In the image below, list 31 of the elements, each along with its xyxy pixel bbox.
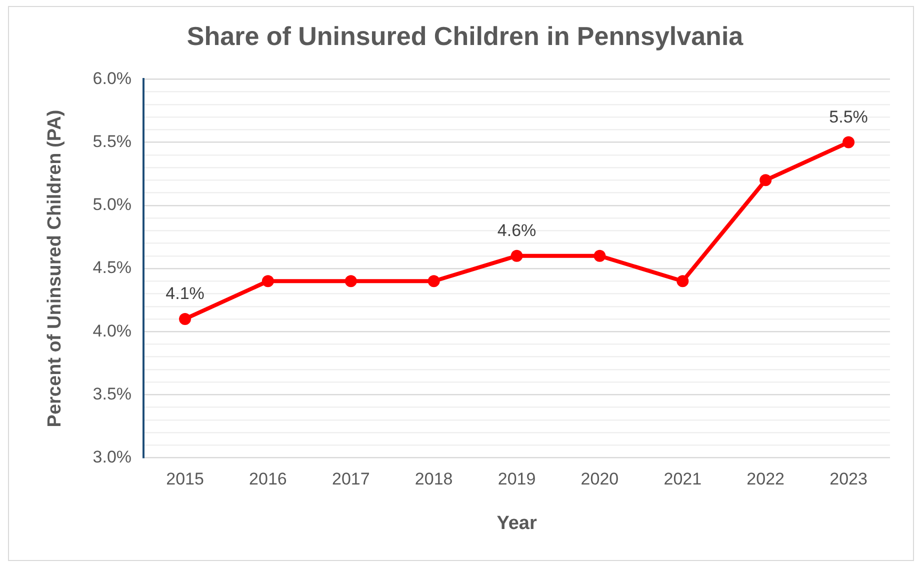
data-label: 5.5% xyxy=(829,107,868,126)
x-tick-label: 2021 xyxy=(664,470,702,489)
point xyxy=(262,275,274,288)
y-tick-label: 5.5% xyxy=(92,132,132,151)
x-tick-label: 2022 xyxy=(746,470,785,489)
point xyxy=(344,275,357,288)
x-tick-label: 2019 xyxy=(498,470,536,489)
y-tick-label: 5.0% xyxy=(92,195,132,214)
data-label: 4.1% xyxy=(166,284,204,304)
point xyxy=(676,275,689,288)
x-tick-label: 2016 xyxy=(249,470,287,489)
y-tick-label: 3.0% xyxy=(92,447,132,466)
y-tick-label: 6.0% xyxy=(92,68,132,88)
x-axis-title: Year xyxy=(496,512,538,534)
x-tick-label: 2017 xyxy=(332,470,370,489)
data-label: 4.6% xyxy=(497,221,536,240)
y-axis-title: Percent of Uninsured Children (PA) xyxy=(44,110,66,428)
y-tick-label: 4.0% xyxy=(92,321,132,340)
point xyxy=(842,136,855,148)
x-tick-label: 2020 xyxy=(580,470,619,489)
x-tick-label: 2023 xyxy=(830,470,868,489)
point xyxy=(510,250,523,262)
point xyxy=(428,275,440,288)
x-tick-label: 2018 xyxy=(414,470,453,489)
y-tick-label: 4.5% xyxy=(92,258,132,278)
point xyxy=(594,250,606,262)
point xyxy=(179,312,192,325)
chart-title: Share of Uninsured Children in Pennsylvania xyxy=(186,20,744,51)
y-tick-label: 3.5% xyxy=(92,384,132,404)
point xyxy=(760,174,772,186)
x-tick-label: 2015 xyxy=(166,470,204,489)
